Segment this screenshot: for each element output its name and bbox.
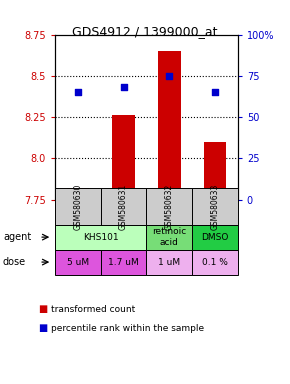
Text: transformed count: transformed count (51, 305, 135, 314)
Text: retinoic
acid: retinoic acid (152, 227, 186, 247)
Bar (112, 116, 135, 200)
Point (213, 89, 217, 96)
Point (76, 89, 80, 96)
Text: KHS101: KHS101 (83, 233, 119, 242)
Text: GDS4912 / 1399000_at: GDS4912 / 1399000_at (72, 25, 218, 38)
Text: ■: ■ (38, 323, 47, 333)
Text: GSM580633: GSM580633 (211, 183, 220, 230)
Text: 0.1 %: 0.1 % (202, 258, 228, 266)
Text: DMSO: DMSO (201, 233, 229, 242)
Text: ■: ■ (38, 304, 47, 314)
Text: GSM580630: GSM580630 (73, 183, 82, 230)
Text: GSM580631: GSM580631 (119, 183, 128, 230)
Text: 1.7 uM: 1.7 uM (108, 258, 139, 266)
Text: agent: agent (3, 232, 31, 242)
Text: 1 uM: 1 uM (158, 258, 180, 266)
Bar (158, 51, 181, 200)
Bar (204, 142, 226, 200)
Text: 5 uM: 5 uM (67, 258, 89, 266)
Point (167, 73, 172, 79)
Bar (66, 188, 89, 200)
Text: GSM580632: GSM580632 (165, 183, 174, 230)
Text: dose: dose (3, 257, 26, 267)
Point (121, 84, 126, 91)
Text: percentile rank within the sample: percentile rank within the sample (51, 324, 204, 333)
